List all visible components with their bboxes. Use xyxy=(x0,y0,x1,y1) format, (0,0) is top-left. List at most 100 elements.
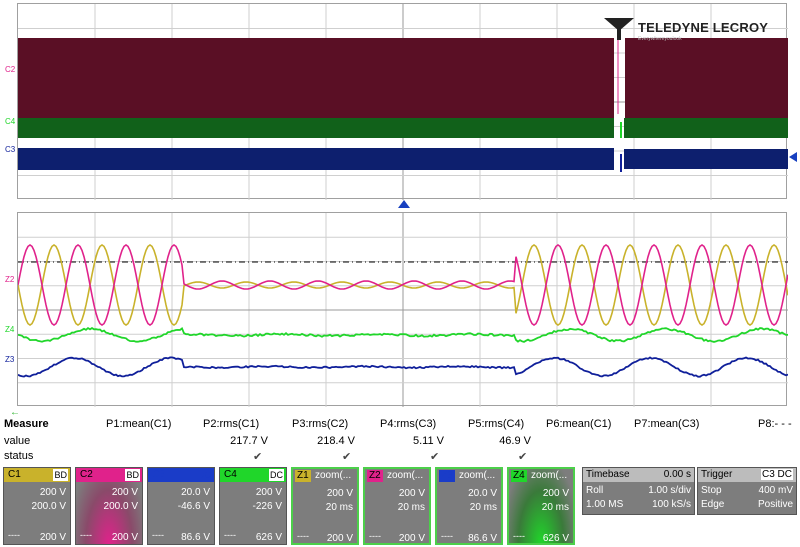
c2-trace-band-right xyxy=(625,38,788,118)
c1-descriptor[interactable]: C1 BD 200 V 200.0 V ---- 200 V xyxy=(3,467,71,545)
p3-status-check-icon: ✔ xyxy=(342,450,351,463)
z3-scale: 86.6 V xyxy=(468,533,497,544)
c1-dash-icon: ---- xyxy=(8,530,20,540)
z2-scale: 200 V xyxy=(399,533,425,544)
c3-name: C3 xyxy=(150,469,167,481)
z1-badge: zoom(... xyxy=(315,470,351,481)
z2-name: Z2 xyxy=(367,470,383,482)
brand-name: TELEDYNE LECROY xyxy=(638,20,768,35)
param-p6[interactable]: P6:mean(C1) xyxy=(546,418,611,430)
brand-tagline: Everywhereyoulook xyxy=(638,36,682,42)
z3-descriptor[interactable]: Z3 zoom(... 20.0 V 20 ms ---- 86.6 V xyxy=(435,467,503,545)
p4-status-check-icon: ✔ xyxy=(430,450,439,463)
teledyne-logo-icon xyxy=(604,18,634,40)
c4-vdiv: 200 V xyxy=(256,487,282,498)
c4-badge: DC xyxy=(269,469,284,481)
param-p2[interactable]: P2:rms(C1) xyxy=(203,418,259,430)
trigger-title: Trigger xyxy=(701,469,732,480)
z1-scale: 200 V xyxy=(327,533,353,544)
trigger-position-marker[interactable] xyxy=(398,200,410,209)
z1-tdiv: 20 ms xyxy=(326,502,353,513)
z3-dash-icon: ---- xyxy=(441,531,453,541)
c3-vdiv: 20.0 V xyxy=(181,487,210,498)
c2-badge: BD xyxy=(125,469,140,481)
param-p1[interactable]: P1:mean(C1) xyxy=(106,418,171,430)
trigger-level-marker[interactable] xyxy=(789,152,798,162)
zoom-grid[interactable] xyxy=(17,212,787,406)
param-p8[interactable]: P8:- - - xyxy=(758,418,792,430)
c2-dash-icon: ---- xyxy=(80,530,92,540)
c2-name: C2 xyxy=(78,469,95,481)
timebase-descriptor[interactable]: Timebase 0.00 s Roll 1.00 s/div 1.00 MS 1… xyxy=(582,467,695,515)
c1-name: C1 xyxy=(6,469,23,481)
c4-trace-band-right xyxy=(624,118,788,138)
z4-descriptor[interactable]: Z4 zoom(... 200 V 20 ms ---- 626 V xyxy=(507,467,575,545)
timebase-title: Timebase xyxy=(586,469,630,480)
z4-trace-label: Z4 xyxy=(5,326,14,334)
param-p4[interactable]: P4:rms(C3) xyxy=(380,418,436,430)
zoom-arrow-icon[interactable]: ← xyxy=(10,407,20,418)
z4-scale: 626 V xyxy=(543,533,569,544)
param-p3[interactable]: P3:rms(C2) xyxy=(292,418,348,430)
teledyne-lecroy-logo: TELEDYNE LECROY Everywhereyoulook xyxy=(604,18,790,40)
c3-trace-band xyxy=(18,148,614,170)
trigger-slope: Positive xyxy=(758,499,793,510)
c4-offset: -226 V xyxy=(253,501,282,512)
z2-badge: zoom(... xyxy=(387,470,423,481)
param-p5[interactable]: P5:rms(C4) xyxy=(468,418,524,430)
z3-tdiv: 20 ms xyxy=(470,502,497,513)
z3-name: Z3 xyxy=(439,470,455,482)
measure-header-row: Measure P1:mean(C1) P2:rms(C1) P3:rms(C2… xyxy=(0,418,800,432)
z4-dash-icon: ---- xyxy=(513,531,525,541)
c1-vdiv: 200 V xyxy=(40,487,66,498)
z4-vdiv: 200 V xyxy=(543,488,569,499)
c3-dash-icon: ---- xyxy=(152,530,164,540)
measure-status-row: status ✔ ✔ ✔ ✔ xyxy=(0,450,800,464)
c4-trace-band xyxy=(18,118,614,138)
z2-vdiv: 200 V xyxy=(399,488,425,499)
measure-value-row: value 217.7 V 218.4 V 5.11 V 46.9 V xyxy=(0,435,800,449)
c4-descriptor[interactable]: C4 DC 200 V -226 V ---- 626 V xyxy=(219,467,287,545)
trigger-mode: Stop xyxy=(701,485,722,496)
z4-name: Z4 xyxy=(511,470,527,482)
trigger-type: Edge xyxy=(701,499,724,510)
c3-offset: -46.6 V xyxy=(178,501,210,512)
p5-value: 46.9 V xyxy=(499,435,531,447)
param-p7[interactable]: P7:mean(C3) xyxy=(634,418,699,430)
c4-name: C4 xyxy=(222,469,239,481)
z1-name: Z1 xyxy=(295,470,311,482)
z2-descriptor[interactable]: Z2 zoom(... 200 V 20 ms ---- 200 V xyxy=(363,467,431,545)
z2-dash-icon: ---- xyxy=(369,531,381,541)
timebase-memory: 1.00 MS xyxy=(586,499,623,510)
p4-value: 5.11 V xyxy=(413,435,444,447)
c4-trace-label: C4 xyxy=(5,118,15,126)
z3-vdiv: 20.0 V xyxy=(468,488,497,499)
c3-trace-label: C3 xyxy=(5,146,15,154)
z3-trace-label: Z3 xyxy=(5,356,14,364)
z2-tdiv: 20 ms xyxy=(398,502,425,513)
z1-descriptor[interactable]: Z1 zoom(... 200 V 20 ms ---- 200 V xyxy=(291,467,359,545)
p5-status-check-icon: ✔ xyxy=(518,450,527,463)
timebase-tdiv: 1.00 s/div xyxy=(648,485,691,496)
value-row-label: value xyxy=(4,435,30,447)
measure-title: Measure xyxy=(4,418,49,430)
c3-trace-band-right xyxy=(624,149,788,169)
c3-descriptor[interactable]: C3 DC 20.0 V -46.6 V ---- 86.6 V xyxy=(147,467,215,545)
z4-badge: zoom(... xyxy=(531,470,567,481)
trigger-descriptor[interactable]: Trigger C3 DC Stop 400 mV Edge Positive xyxy=(697,467,797,515)
c2-trace-label: C2 xyxy=(5,66,15,74)
c4-scale: 626 V xyxy=(256,532,282,543)
c3-scale: 86.6 V xyxy=(181,532,210,543)
zoom-trace-display xyxy=(18,213,788,407)
c1-badge: BD xyxy=(53,469,68,481)
measure-table: Measure P1:mean(C1) P2:rms(C1) P3:rms(C2… xyxy=(0,418,800,464)
z2-trace-label: Z2 xyxy=(5,276,14,284)
p2-value: 217.7 V xyxy=(230,435,268,447)
timebase-sample-rate: 100 kS/s xyxy=(652,499,691,510)
trigger-badge: C3 DC xyxy=(761,469,793,480)
c3-badge: DC xyxy=(197,469,212,481)
c4-dash-icon: ---- xyxy=(224,530,236,540)
z1-vdiv: 200 V xyxy=(327,488,353,499)
z1-dash-icon: ---- xyxy=(297,531,309,541)
c2-descriptor[interactable]: C2 BD 200 V 200.0 V ---- 200 V xyxy=(75,467,143,545)
